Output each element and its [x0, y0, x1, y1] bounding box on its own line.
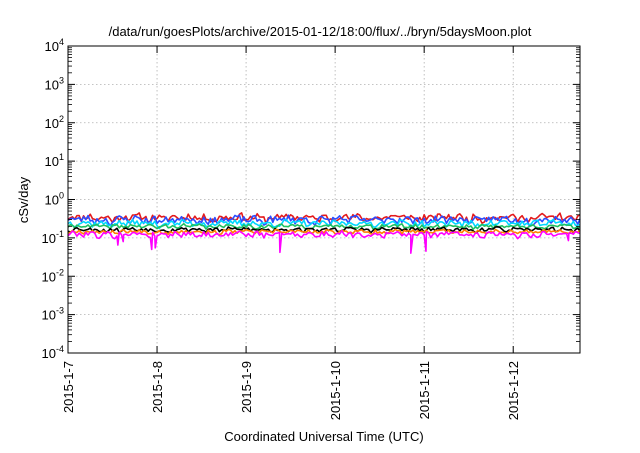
x-tick-label: 2015-1-8: [150, 361, 165, 413]
x-tick-label: 2015-1-12: [506, 361, 521, 420]
y-tick-labels: 10-4 10-3 10-2 10-1 100 101 102 103 104: [42, 37, 64, 361]
x-tick-label: 2015-1-11: [417, 361, 432, 419]
x-tick-label: 2015-1-9: [239, 361, 254, 413]
x-axis-label: Coordinated Universal Time (UTC): [224, 429, 423, 444]
series-layer: [67, 212, 581, 254]
y-tick-label: 10-1: [42, 229, 64, 246]
y-tick-label: 101: [45, 152, 64, 169]
x-tick-label: 2015-1-10: [328, 361, 343, 420]
series-line: [67, 222, 581, 231]
chart-title: /data/run/goesPlots/archive/2015-01-12/1…: [109, 24, 532, 39]
y-tick-label: 102: [45, 114, 64, 131]
ticks: [67, 45, 580, 354]
y-tick-label: 10-2: [42, 267, 64, 284]
y-tick-label: 100: [45, 191, 64, 208]
y-tick-label: 10-3: [42, 306, 64, 323]
series-line: [67, 226, 581, 234]
x-tick-label: 2015-1-7: [61, 361, 76, 413]
series-line: [67, 218, 581, 230]
grid: [68, 46, 580, 353]
y-axis-label: cSv/day: [16, 176, 31, 223]
y-tick-label: 104: [45, 37, 64, 54]
x-tick-labels: 2015-1-7 2015-1-8 2015-1-9 2015-1-10 2015-1-…: [61, 361, 521, 420]
series-line: [67, 214, 581, 227]
y-tick-label: 10-4: [42, 344, 64, 361]
y-tick-label: 103: [45, 75, 64, 92]
series-line: [67, 229, 581, 254]
